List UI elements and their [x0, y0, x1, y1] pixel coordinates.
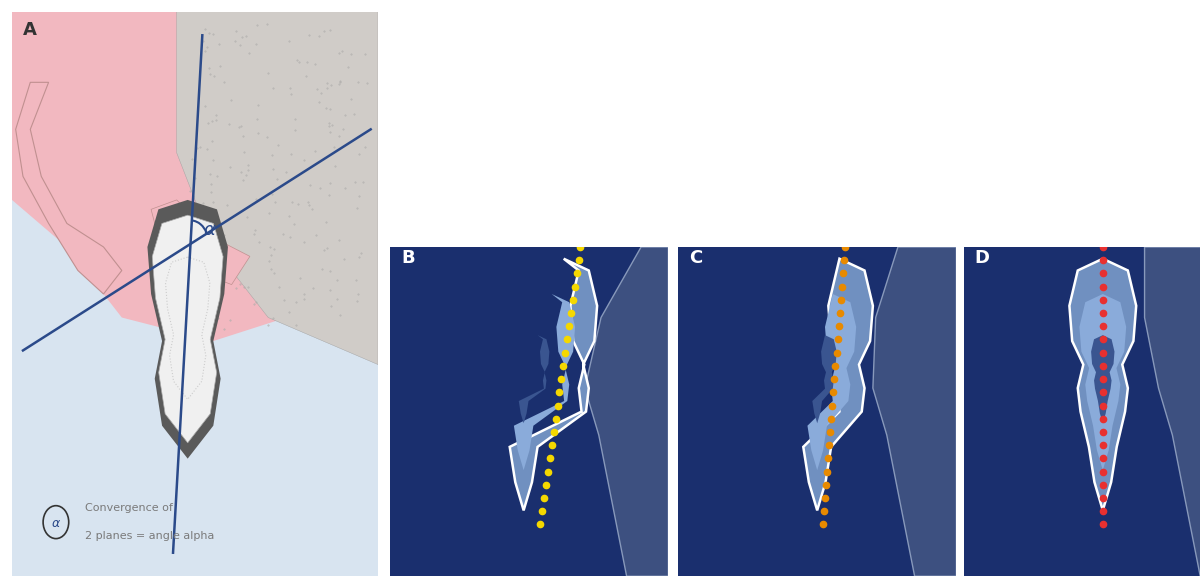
Polygon shape	[16, 82, 122, 294]
Polygon shape	[584, 247, 668, 576]
Polygon shape	[812, 335, 836, 423]
Polygon shape	[1069, 259, 1136, 510]
Polygon shape	[803, 259, 872, 510]
Polygon shape	[176, 12, 378, 365]
Text: Convergence of: Convergence of	[85, 503, 173, 513]
Polygon shape	[872, 247, 956, 576]
Polygon shape	[514, 294, 575, 470]
Polygon shape	[510, 259, 598, 510]
Polygon shape	[151, 200, 250, 285]
Text: $\alpha$: $\alpha$	[203, 220, 217, 239]
Text: $\alpha$: $\alpha$	[50, 517, 61, 530]
Text: D: D	[974, 249, 990, 268]
FancyBboxPatch shape	[8, 7, 382, 581]
Polygon shape	[12, 12, 378, 341]
Polygon shape	[803, 259, 872, 510]
Polygon shape	[148, 200, 228, 459]
Polygon shape	[518, 335, 550, 423]
Polygon shape	[1091, 335, 1115, 423]
Polygon shape	[1080, 294, 1126, 470]
Polygon shape	[1145, 247, 1200, 576]
Text: 2 planes = angle alpha: 2 planes = angle alpha	[85, 531, 215, 542]
Text: B: B	[401, 249, 415, 268]
Polygon shape	[152, 215, 223, 443]
Polygon shape	[808, 294, 856, 470]
Text: A: A	[23, 21, 37, 39]
Polygon shape	[1069, 259, 1136, 510]
Text: C: C	[689, 249, 702, 268]
Polygon shape	[510, 259, 598, 510]
